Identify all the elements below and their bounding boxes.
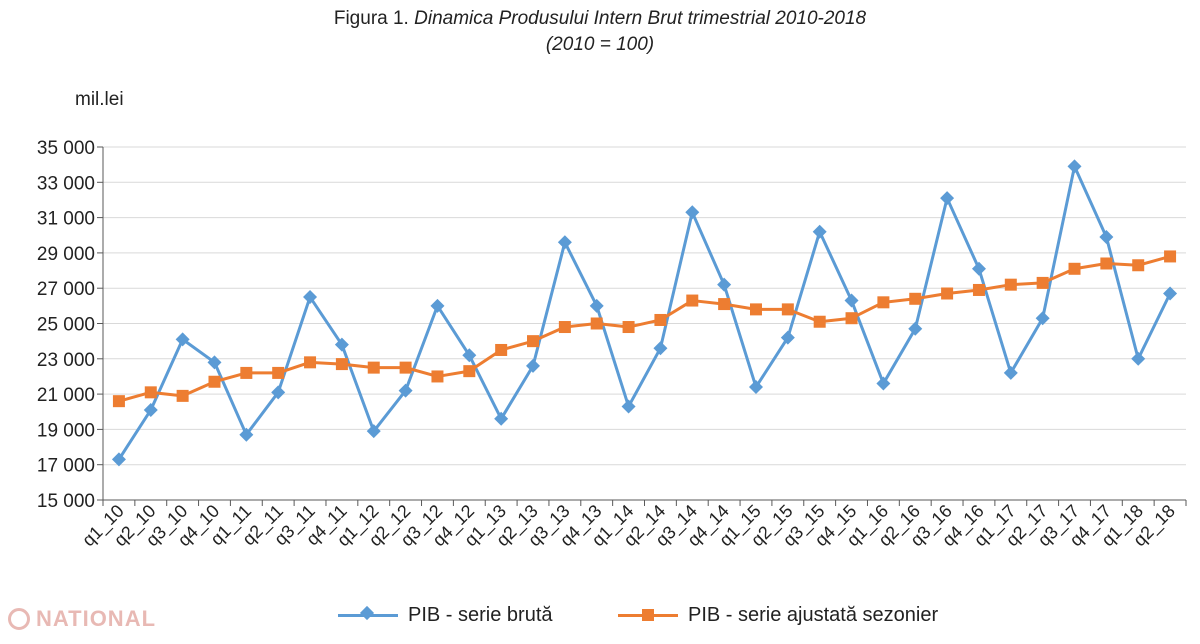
data-point-adjusted bbox=[176, 389, 189, 402]
data-point-raw bbox=[303, 290, 318, 305]
data-point-adjusted bbox=[622, 321, 635, 334]
data-point-raw bbox=[366, 424, 381, 439]
data-point-raw bbox=[398, 383, 413, 398]
data-point-raw bbox=[908, 321, 923, 336]
data-point-raw bbox=[111, 452, 126, 467]
data-point-raw bbox=[430, 298, 445, 313]
data-point-adjusted bbox=[144, 386, 157, 399]
data-point-raw bbox=[876, 376, 891, 391]
logo-icon bbox=[8, 608, 30, 630]
data-point-adjusted bbox=[240, 366, 253, 379]
chart-subtitle: (2010 = 100) bbox=[545, 34, 655, 55]
data-point-raw bbox=[971, 261, 986, 276]
data-point-adjusted bbox=[304, 356, 317, 369]
data-point-adjusted bbox=[1132, 259, 1145, 272]
chart-title-main: Dinamica Produsului Intern Brut trimestr… bbox=[414, 8, 867, 29]
data-point-adjusted bbox=[972, 283, 985, 296]
chart-legend: PIB - serie brută PIB - serie ajustată s… bbox=[0, 598, 1200, 632]
data-point-raw bbox=[1003, 365, 1018, 380]
data-point-raw bbox=[812, 224, 827, 239]
data-point-adjusted bbox=[558, 321, 571, 334]
data-point-raw bbox=[526, 358, 541, 373]
data-point-adjusted bbox=[590, 317, 603, 330]
data-point-adjusted bbox=[1100, 257, 1113, 270]
data-point-raw bbox=[940, 191, 955, 206]
data-point-adjusted bbox=[431, 370, 444, 383]
data-point-adjusted bbox=[335, 358, 348, 371]
data-point-adjusted bbox=[208, 375, 221, 388]
chart-title-lead: Figura 1. bbox=[333, 8, 409, 29]
y-tick-label: 17 000 bbox=[37, 456, 95, 477]
y-tick-label: 19 000 bbox=[37, 420, 95, 441]
data-point-raw bbox=[1163, 286, 1178, 301]
data-point-raw bbox=[494, 411, 509, 426]
diamond-marker-icon bbox=[359, 605, 375, 621]
data-point-raw bbox=[207, 355, 222, 370]
watermark-text: NATIONAL bbox=[36, 606, 157, 631]
data-point-raw bbox=[175, 332, 190, 347]
data-point-raw bbox=[748, 380, 763, 395]
data-point-adjusted bbox=[399, 361, 412, 374]
data-point-adjusted bbox=[877, 296, 890, 309]
data-point-raw bbox=[462, 348, 477, 363]
data-point-adjusted bbox=[367, 361, 380, 374]
y-tick-label: 27 000 bbox=[37, 279, 95, 300]
legend-swatch-adjusted bbox=[618, 605, 678, 625]
y-tick-label: 33 000 bbox=[37, 173, 95, 194]
data-point-raw bbox=[685, 205, 700, 220]
square-marker-icon bbox=[642, 609, 654, 621]
data-point-raw bbox=[653, 341, 668, 356]
legend-item-raw: PIB - serie brută bbox=[338, 598, 553, 632]
legend-swatch-raw bbox=[338, 605, 398, 625]
data-point-raw bbox=[717, 277, 732, 292]
data-point-adjusted bbox=[1068, 262, 1081, 275]
y-tick-label: 35 000 bbox=[37, 138, 95, 159]
y-tick-label: 23 000 bbox=[37, 350, 95, 371]
data-point-raw bbox=[143, 402, 158, 417]
chart-title: Figura 1. Dinamica Produsului Intern Bru… bbox=[0, 8, 1200, 30]
data-point-raw bbox=[621, 399, 636, 414]
data-point-raw bbox=[239, 427, 254, 442]
data-point-adjusted bbox=[781, 303, 794, 316]
data-point-adjusted bbox=[1036, 276, 1049, 289]
watermark-logo: NATIONAL bbox=[8, 606, 156, 632]
data-point-raw bbox=[589, 298, 604, 313]
legend-item-adjusted: PIB - serie ajustată sezonier bbox=[618, 598, 938, 632]
data-point-adjusted bbox=[749, 303, 762, 316]
line-chart: 15 000 17 000 19 000 21 000 23 000 25 000 27 0… bbox=[37, 138, 1187, 551]
legend-label-adjusted: PIB - serie ajustată sezonier bbox=[688, 603, 939, 626]
data-point-adjusted bbox=[845, 312, 858, 325]
data-point-adjusted bbox=[686, 294, 699, 307]
data-point-adjusted bbox=[112, 395, 125, 408]
y-tick-label: 31 000 bbox=[37, 209, 95, 230]
data-point-adjusted bbox=[495, 343, 508, 356]
data-point-adjusted bbox=[527, 335, 540, 348]
series-line-raw bbox=[117, 164, 1172, 461]
series-line-adjusted bbox=[118, 254, 1171, 403]
data-point-adjusted bbox=[1004, 278, 1017, 291]
data-point-raw bbox=[1067, 159, 1082, 174]
y-tick-label: 15 000 bbox=[37, 491, 95, 512]
data-point-adjusted bbox=[813, 315, 826, 328]
data-point-raw bbox=[334, 337, 349, 352]
y-axis-unit-label: mil.lei bbox=[75, 89, 124, 110]
legend-label-raw: PIB - serie brută bbox=[408, 603, 553, 626]
data-point-adjusted bbox=[1164, 250, 1177, 263]
data-point-adjusted bbox=[272, 366, 285, 379]
data-point-raw bbox=[1035, 311, 1050, 326]
data-point-raw bbox=[557, 235, 572, 250]
data-point-raw bbox=[271, 385, 286, 400]
data-point-raw bbox=[1131, 351, 1146, 366]
data-point-raw bbox=[844, 293, 859, 308]
data-point-adjusted bbox=[941, 287, 954, 300]
data-point-raw bbox=[1099, 230, 1114, 245]
y-tick-label: 25 000 bbox=[37, 315, 95, 336]
data-point-adjusted bbox=[463, 365, 476, 378]
data-point-adjusted bbox=[654, 313, 667, 326]
data-point-adjusted bbox=[909, 292, 922, 305]
data-point-raw bbox=[780, 330, 795, 345]
y-tick-label: 29 000 bbox=[37, 244, 95, 265]
data-point-adjusted bbox=[718, 298, 731, 311]
y-tick-label: 21 000 bbox=[37, 385, 95, 406]
